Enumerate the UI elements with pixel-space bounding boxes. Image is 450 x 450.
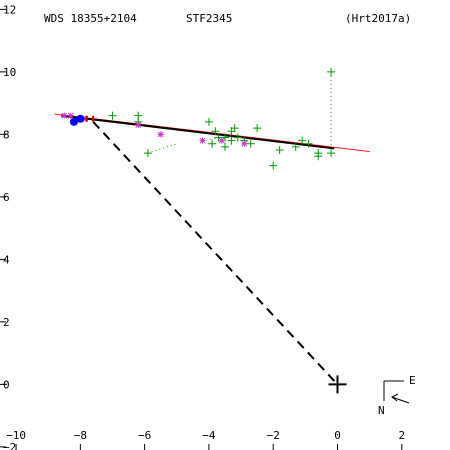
plus-point [327, 67, 336, 76]
asterisk-d2 [218, 137, 225, 144]
motion-arrow-line [391, 396, 410, 404]
plus-point [221, 142, 229, 151]
bar-point [92, 115, 95, 122]
plus-point [208, 139, 217, 148]
asterisk-d2 [241, 140, 248, 147]
y-tick-label: 12 [3, 3, 16, 16]
asterisk-d2 [67, 112, 74, 119]
header-reference: (Hrt2017a) [345, 12, 411, 25]
north-label: N [378, 404, 385, 417]
asterisk-point [157, 131, 164, 138]
east-label: E [409, 374, 416, 387]
asterisk-point [135, 122, 142, 128]
plus-point [275, 146, 284, 154]
asterisk-point [61, 112, 68, 119]
x-axis: −10 −8 −6 −4 −2 0 2 [6, 429, 405, 450]
plus-point [298, 136, 307, 145]
header-wds-id: WDS 18355+2104 [44, 12, 137, 25]
y-tick-label: 4 [3, 253, 10, 266]
asterisk-d2 [157, 131, 164, 138]
y-tick-label: 2 [3, 316, 10, 329]
plus-point [291, 142, 300, 151]
bar-point [85, 115, 88, 122]
asterisk-d2 [61, 112, 68, 119]
plus-point [246, 139, 255, 148]
y-tick-label: −2 [3, 441, 16, 450]
asterisk-d2 [135, 122, 142, 128]
plus-point [327, 149, 336, 158]
dot-point [69, 117, 78, 126]
asterisk-point [199, 137, 206, 144]
x-tick-label: −8 [74, 429, 87, 442]
residual-segment [202, 135, 232, 142]
plus-point [230, 124, 239, 133]
plus-point [314, 152, 323, 161]
orientation-indicator: N E [378, 374, 416, 417]
primary-star-marker [328, 375, 347, 394]
asterisk-point [218, 137, 225, 144]
x-tick-label: 0 [334, 429, 341, 442]
plus-point [269, 161, 278, 170]
y-tick-label: 10 [3, 66, 16, 79]
y-tick-label: 0 [3, 378, 10, 391]
x-tick-label: −2 [267, 429, 280, 442]
plus-point [204, 117, 213, 126]
x-tick-label: −6 [138, 429, 151, 442]
asterisk-point [241, 140, 248, 147]
asterisk-point [67, 112, 74, 119]
fit-lines [54, 71, 370, 386]
plus-point [221, 133, 229, 142]
y-tick-label: 8 [3, 128, 10, 141]
y-axis: −2 0 2 4 6 8 10 12 [0, 3, 16, 450]
plus-point [211, 127, 220, 136]
header-discoverer: STF2345 [186, 12, 232, 25]
plus-point [233, 133, 242, 142]
x-tick-label: 2 [398, 429, 405, 442]
data-points [61, 67, 336, 170]
plus-point [227, 136, 236, 145]
y-tick-label: 6 [3, 191, 10, 204]
x-tick-label: −4 [202, 429, 216, 442]
plus-point [143, 149, 152, 158]
plus-point [304, 139, 313, 148]
motion-arrow-head [391, 393, 399, 402]
plus-point [253, 124, 262, 133]
x-tick-label: −10 [6, 429, 26, 442]
orbit-line-black [60, 114, 335, 150]
asterisk-d2 [199, 137, 206, 144]
dot-point [76, 114, 85, 123]
plus-point [108, 111, 117, 120]
